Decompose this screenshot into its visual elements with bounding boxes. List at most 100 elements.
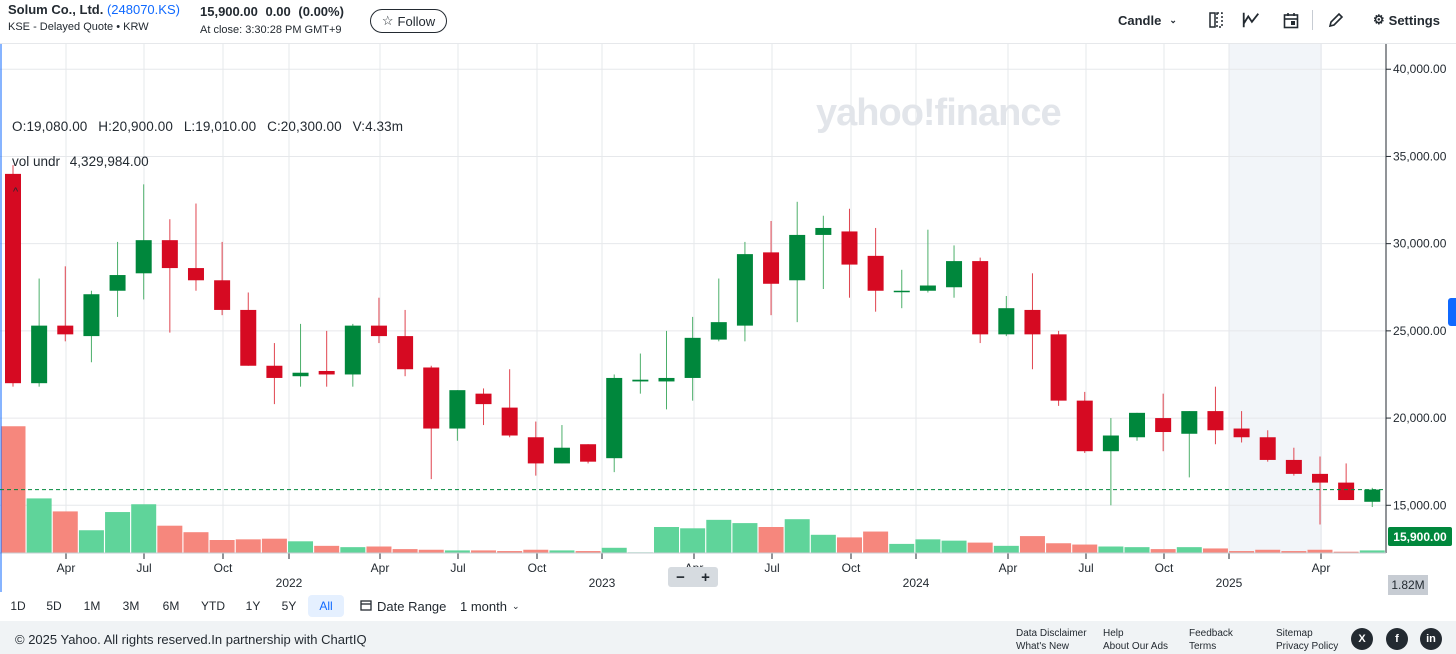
current-price: 15,900.00	[200, 4, 258, 19]
volume-bar	[52, 511, 78, 553]
candle-body-up	[109, 275, 126, 291]
copyright-text: © 2025 Yahoo. All rights reserved.In par…	[15, 632, 367, 647]
zoom-out-button[interactable]: −	[676, 568, 685, 586]
stock-chart[interactable]: 40,000.00 35,000.00 30,000.00 25,000.00 20,0…	[0, 44, 1456, 595]
volume-bar	[1307, 549, 1333, 553]
volume-bar	[288, 541, 314, 553]
volume-bar	[784, 519, 810, 553]
events-calendar-icon[interactable]	[1281, 10, 1301, 30]
candle-body-down	[5, 173, 21, 384]
whats-new-link[interactable]: What's New	[1016, 641, 1070, 652]
y-tick-label: 25,000.00	[1393, 324, 1447, 338]
volume-bar	[1229, 551, 1255, 553]
zoom-in-button[interactable]: +	[701, 568, 710, 586]
volume-bar	[157, 525, 183, 553]
date-range-label: Date Range	[377, 598, 447, 614]
settings-label: Settings	[1388, 12, 1440, 28]
close-value: C:20,300.00	[267, 119, 342, 134]
about-ads-link[interactable]: About Our Ads	[1103, 641, 1169, 652]
terms-link[interactable]: Terms	[1189, 641, 1217, 652]
candle-body-down	[972, 261, 989, 335]
footer-link-group-1: Data Disclaimer What's New	[1016, 627, 1087, 653]
volume-bar	[131, 504, 157, 553]
candle-chart-svg[interactable]: 40,000.00 35,000.00 30,000.00 25,000.00 20,0…	[0, 44, 1456, 592]
x-month-label: Apr	[1312, 561, 1331, 575]
y-tick-label: 15,000.00	[1393, 498, 1447, 512]
sitemap-link[interactable]: Sitemap	[1276, 628, 1313, 639]
indicators-icon[interactable]	[1241, 10, 1261, 30]
volume-bar	[26, 498, 52, 553]
candle-body-down	[501, 407, 518, 436]
candle-body-up	[1129, 412, 1146, 438]
volume-bar	[1202, 548, 1228, 553]
vol-underlay-value: 4,329,984.00	[69, 154, 149, 169]
vol-underlay-label: vol undr	[12, 154, 61, 169]
volume-bar	[1255, 549, 1281, 553]
candle-body-down	[1338, 482, 1355, 501]
range-all-button[interactable]: All	[308, 595, 344, 617]
side-panel-toggle[interactable]	[1448, 298, 1456, 326]
candle-body-up	[710, 322, 727, 340]
volume-bar	[549, 550, 575, 553]
date-range-button[interactable]: Date Range	[360, 595, 446, 617]
candle-body-down	[1024, 309, 1041, 335]
volume-bar	[261, 538, 287, 553]
range-6m-button[interactable]: 6M	[162, 599, 180, 613]
footer-link-group-2: Help About Our Ads	[1103, 627, 1168, 653]
candle-body-up	[658, 377, 675, 382]
candle-body-up	[135, 240, 152, 274]
footer: © 2025 Yahoo. All rights reserved.In par…	[0, 621, 1456, 654]
interval-dropdown[interactable]: 1 month ⌄	[460, 595, 520, 617]
volume-bar	[1333, 551, 1359, 553]
linkedin-social-icon[interactable]: in	[1420, 628, 1442, 650]
volume-bar	[601, 547, 627, 553]
candle-body-up	[893, 290, 910, 293]
candle-body-up	[998, 308, 1015, 335]
range-ytd-button[interactable]: YTD	[201, 599, 225, 613]
collapse-caret-icon[interactable]: ^	[13, 186, 19, 198]
volume-bar	[105, 512, 131, 553]
help-link[interactable]: Help	[1103, 628, 1124, 639]
candle-body-up	[292, 372, 309, 377]
candle-body-up	[736, 254, 753, 326]
candle-body-down	[370, 325, 387, 337]
candle-body-up	[83, 294, 100, 337]
toolbar-divider	[1312, 10, 1313, 30]
volume-tag: 1.82M	[1388, 575, 1428, 595]
volume-bar	[418, 549, 444, 553]
x-social-icon[interactable]: X	[1351, 628, 1373, 650]
draw-pencil-icon[interactable]	[1326, 10, 1346, 30]
candle-body-down	[57, 325, 74, 335]
range-1y-button[interactable]: 1Y	[245, 599, 261, 613]
compare-icon[interactable]	[1206, 10, 1226, 30]
volume-underlay-readout: vol undr 4,329,984.00	[12, 154, 155, 169]
volume-bar	[1046, 543, 1072, 553]
chevron-down-icon: ⌄	[1169, 14, 1177, 25]
candle-body-down	[1076, 400, 1093, 452]
privacy-policy-link[interactable]: Privacy Policy	[1276, 641, 1339, 652]
close-time: At close: 3:30:28 PM GMT+9	[200, 24, 342, 36]
chart-type-dropdown[interactable]: Candle ⌄	[1118, 0, 1177, 40]
price-change-percent: (0.00%)	[298, 4, 344, 19]
volume-bar	[654, 527, 679, 553]
feedback-link[interactable]: Feedback	[1189, 628, 1233, 639]
volume-bar	[732, 523, 758, 553]
ticker-symbol-link[interactable]: (248070.KS)	[106, 2, 180, 17]
candle-body-up	[632, 379, 649, 382]
settings-button[interactable]: ⚙ Settings	[1373, 0, 1440, 40]
range-3m-button[interactable]: 3M	[122, 599, 140, 613]
y-tick-label: 30,000.00	[1393, 237, 1447, 251]
follow-button[interactable]: ☆ Follow	[370, 9, 447, 33]
range-5y-button[interactable]: 5Y	[281, 599, 297, 613]
volume-bar	[523, 549, 549, 553]
range-1d-button[interactable]: 1D	[10, 599, 26, 613]
range-1m-button[interactable]: 1M	[83, 599, 101, 613]
volume-bar	[941, 540, 967, 553]
x-month-label: Apr	[371, 561, 390, 575]
candle-body-down	[527, 437, 544, 464]
facebook-social-icon[interactable]: f	[1386, 628, 1408, 650]
volume-bar	[314, 545, 340, 553]
candle-body-up	[789, 234, 806, 281]
range-5d-button[interactable]: 5D	[46, 599, 62, 613]
data-disclaimer-link[interactable]: Data Disclaimer	[1016, 628, 1087, 639]
